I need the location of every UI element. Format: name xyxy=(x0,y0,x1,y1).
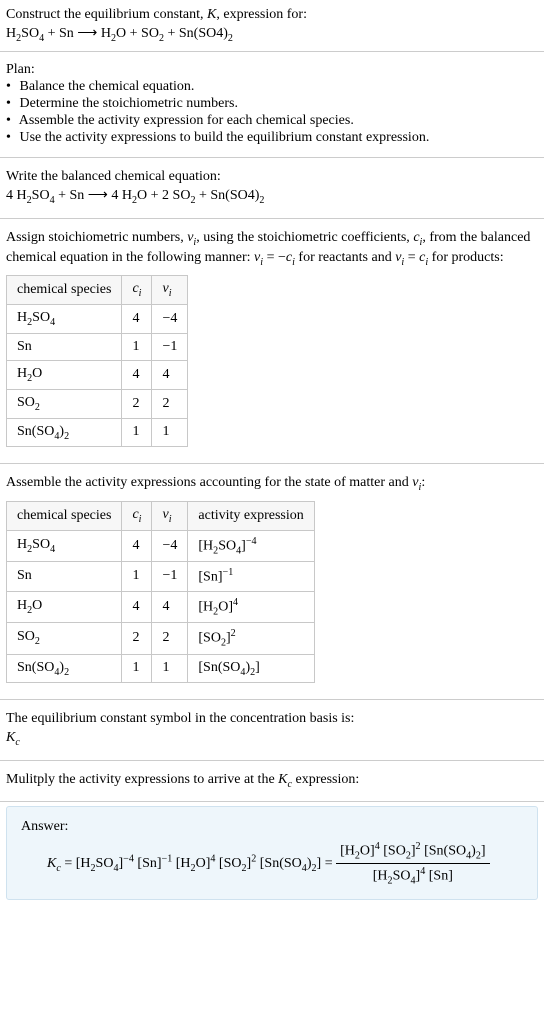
activity-intro: Assemble the activity expressions accoun… xyxy=(6,474,538,494)
table-cell: [Sn(SO4)2] xyxy=(188,654,314,683)
table-cell: 4 xyxy=(122,305,152,334)
answer-fraction: [H2O]4 [SO2]2 [Sn(SO4)2][H2SO4]4 [Sn] xyxy=(336,841,489,887)
table-cell: 2 xyxy=(122,389,152,418)
answer-frac-num: [H2O]4 [SO2]2 [Sn(SO4)2] xyxy=(336,841,489,864)
table-row: Sn(SO4)211 xyxy=(7,418,188,447)
table-cell: 1 xyxy=(122,561,152,591)
plan-step: • Balance the chemical equation. xyxy=(6,79,538,95)
table-row: H2O44 xyxy=(7,360,188,389)
table-row: SO222[SO2]2 xyxy=(7,623,315,654)
table-cell: 2 xyxy=(152,389,188,418)
table-cell: 1 xyxy=(122,333,152,360)
table-header: activity expression xyxy=(188,501,314,530)
table-cell: 1 xyxy=(122,654,152,683)
table-cell: H2SO4 xyxy=(7,530,122,561)
plan-step: • Assemble the activity expression for e… xyxy=(6,113,538,129)
table-row: H2SO44−4[H2SO4]−4 xyxy=(7,530,315,561)
table-row: H2O44[H2O]4 xyxy=(7,591,315,622)
answer-frac-den: [H2SO4]4 [Sn] xyxy=(336,864,489,886)
table-cell: SO2 xyxy=(7,389,122,418)
table-cell: Sn(SO4)2 xyxy=(7,418,122,447)
answer-label: Answer: xyxy=(21,819,523,835)
table-row: SO222 xyxy=(7,389,188,418)
table-row: Sn1−1 xyxy=(7,333,188,360)
table-row: Sn(SO4)211[Sn(SO4)2] xyxy=(7,654,315,683)
answer-box: Answer: Kc = [H2SO4]−4 [Sn]−1 [H2O]4 [SO… xyxy=(6,806,538,900)
table-cell: SO2 xyxy=(7,623,122,654)
prompt-block: Construct the equilibrium constant, K, e… xyxy=(0,0,544,51)
answer-expression: Kc = [H2SO4]−4 [Sn]−1 [H2O]4 [SO2]2 [Sn(… xyxy=(21,835,523,887)
kc-symbol-line1: The equilibrium constant symbol in the c… xyxy=(6,710,538,729)
balanced-section: Write the balanced chemical equation: 4 … xyxy=(0,157,544,217)
table-cell: [SO2]2 xyxy=(188,623,314,654)
table-cell: −4 xyxy=(152,530,188,561)
table-cell: H2SO4 xyxy=(7,305,122,334)
table-cell: Sn xyxy=(7,333,122,360)
multiply-line: Mulitply the activity expressions to arr… xyxy=(6,771,538,791)
table-row: Sn1−1[Sn]−1 xyxy=(7,561,315,591)
table-cell: H2O xyxy=(7,591,122,622)
balanced-title: Write the balanced chemical equation: xyxy=(6,168,538,187)
table-cell: −4 xyxy=(152,305,188,334)
table-header: νi xyxy=(152,501,188,530)
plan-title: Plan: xyxy=(6,62,538,78)
table-cell: [H2SO4]−4 xyxy=(188,530,314,561)
table-cell: 1 xyxy=(152,418,188,447)
table-cell: 4 xyxy=(122,360,152,389)
activity-table: chemical speciesciνiactivity expressionH… xyxy=(6,501,315,684)
activity-section: Assemble the activity expressions accoun… xyxy=(0,463,544,699)
kc-symbol-line2: Kc xyxy=(6,729,538,749)
prompt-line1: Construct the equilibrium constant, K, e… xyxy=(6,6,538,25)
plan-step: • Determine the stoichiometric numbers. xyxy=(6,96,538,112)
table-cell: [Sn]−1 xyxy=(188,561,314,591)
table-cell: [H2O]4 xyxy=(188,591,314,622)
table-cell: Sn xyxy=(7,561,122,591)
table-cell: 4 xyxy=(122,591,152,622)
balanced-equation: 4 H2SO4 + Sn ⟶ 4 H2O + 2 SO2 + Sn(SO4)2 xyxy=(6,187,538,207)
multiply-section: Mulitply the activity expressions to arr… xyxy=(0,760,544,802)
table-cell: H2O xyxy=(7,360,122,389)
plan-section: Plan: • Balance the chemical equation.• … xyxy=(0,51,544,157)
table-cell: −1 xyxy=(152,561,188,591)
prompt-equation: H2SO4 + Sn ⟶ H2O + SO2 + Sn(SO4)2 xyxy=(6,25,538,45)
table-header: ci xyxy=(122,276,152,305)
table-cell: Sn(SO4)2 xyxy=(7,654,122,683)
table-header: νi xyxy=(152,276,188,305)
table-cell: 1 xyxy=(152,654,188,683)
stoich-section: Assign stoichiometric numbers, νi, using… xyxy=(0,218,544,464)
table-cell: 4 xyxy=(152,360,188,389)
table-header: chemical species xyxy=(7,501,122,530)
table-cell: 2 xyxy=(152,623,188,654)
table-cell: 4 xyxy=(122,530,152,561)
table-header: ci xyxy=(122,501,152,530)
table-cell: 1 xyxy=(122,418,152,447)
table-row: H2SO44−4 xyxy=(7,305,188,334)
table-cell: 2 xyxy=(122,623,152,654)
stoich-table: chemical speciesciνiH2SO44−4Sn1−1H2O44SO… xyxy=(6,275,188,447)
table-cell: −1 xyxy=(152,333,188,360)
plan-step: • Use the activity expressions to build … xyxy=(6,130,538,146)
answer-lhs: Kc = [H2SO4]−4 [Sn]−1 [H2O]4 [SO2]2 [Sn(… xyxy=(47,856,336,871)
table-header: chemical species xyxy=(7,276,122,305)
table-cell: 4 xyxy=(152,591,188,622)
stoich-intro: Assign stoichiometric numbers, νi, using… xyxy=(6,229,538,270)
kc-symbol-section: The equilibrium constant symbol in the c… xyxy=(0,699,544,759)
